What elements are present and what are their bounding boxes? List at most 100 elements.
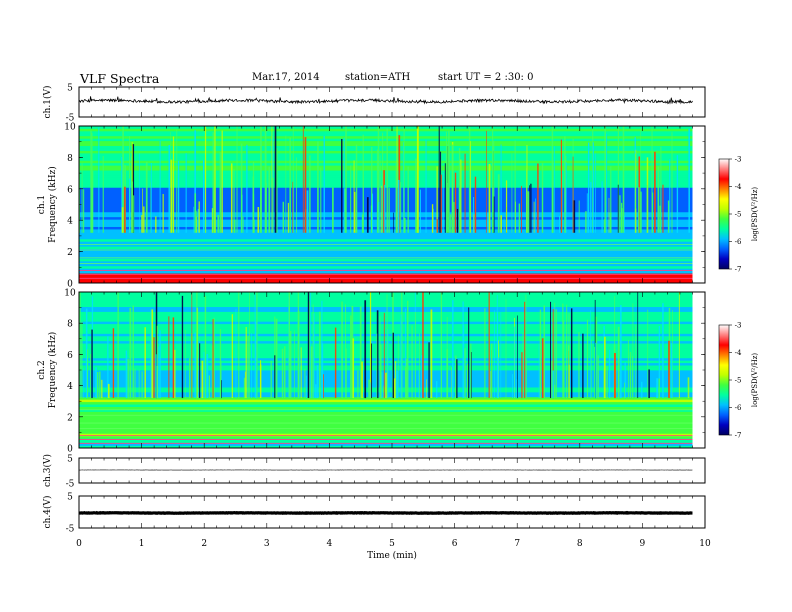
spectrogram-band <box>79 362 693 366</box>
spectrogram-band <box>79 326 693 329</box>
spectrogram-band <box>79 219 693 223</box>
x-tick-label: 4 <box>327 539 333 549</box>
spectrogram-band <box>79 199 693 203</box>
spectrogram-band <box>79 143 693 147</box>
spectrogram-band <box>79 357 693 361</box>
spectrogram-band <box>79 162 693 166</box>
spectrogram-band <box>79 343 693 347</box>
spectrogram-band <box>79 304 693 308</box>
spectrogram-band <box>79 345 693 349</box>
spectrogram-band <box>79 370 693 373</box>
spectrogram-band <box>79 278 693 281</box>
y-tick-label: 5 <box>67 84 73 94</box>
spectrogram-band <box>79 233 693 237</box>
spectrogram-band <box>79 177 693 181</box>
panel-frame <box>78 457 706 484</box>
spectrogram-band <box>79 423 693 427</box>
x-tick-label: 1 <box>139 539 145 549</box>
spectrogram-band <box>79 192 693 196</box>
x-tick-label: 10 <box>699 539 711 549</box>
spectrogram-band <box>79 321 693 325</box>
spectrogram-band <box>79 323 693 327</box>
spectrogram-band <box>79 350 693 354</box>
spectrogram-band <box>79 182 693 186</box>
spectrogram-band <box>79 352 693 356</box>
y-axis-label: ch.3(V) <box>42 454 53 487</box>
x-axis: 0 1 2 3 4 5 6 7 8 9 10 Time (min) <box>76 539 711 561</box>
y-tick-label: 4 <box>67 217 73 227</box>
panel-frame <box>78 291 706 449</box>
spectrogram-band <box>79 187 693 191</box>
spectrogram-band <box>79 184 693 188</box>
y-tick-label: 5 <box>67 493 73 503</box>
spectrogram-band <box>79 396 693 400</box>
spectrogram-band <box>79 165 693 169</box>
colorbar-tick-label: -5 <box>735 211 742 219</box>
spectrogram-band <box>79 145 693 149</box>
spectrogram-band <box>79 204 693 208</box>
y-tick-label: 4 <box>67 382 73 392</box>
spectrogram-band <box>79 328 693 332</box>
spectrogram-band <box>79 236 693 240</box>
waveform-line <box>78 510 693 515</box>
spectrogram-band <box>79 428 693 432</box>
spectrogram-band <box>79 355 693 359</box>
spectrogram-band <box>79 179 693 183</box>
y-tick-label: 6 <box>67 351 73 361</box>
spectrogram-band <box>79 426 693 429</box>
spectrogram-band <box>79 224 693 227</box>
x-tick-label: 7 <box>514 539 520 549</box>
spectrogram-band <box>79 309 693 312</box>
spectrogram-band <box>79 318 693 322</box>
ch3-waveform: 5 -5 ch.3(V) <box>42 454 706 490</box>
spectrogram-band <box>79 313 693 317</box>
spectrogram-band <box>79 231 693 235</box>
y-tick-label: 5 <box>67 455 73 465</box>
spectrogram-band <box>79 430 693 434</box>
spectrogram-band <box>79 126 693 129</box>
waveform-line <box>78 96 693 105</box>
spectrogram-band <box>79 148 693 151</box>
spectrogram-band <box>79 445 693 449</box>
spectrogram-band <box>79 280 693 284</box>
spectrogram-band <box>79 128 693 132</box>
spectrogram-band <box>79 331 693 334</box>
spectrogram-band <box>79 406 693 410</box>
colorbar-tick-label: -6 <box>735 238 742 246</box>
y-tick-label: 8 <box>67 320 73 330</box>
x-tick-label: 8 <box>577 539 583 549</box>
date-label: Mar.17, 2014 <box>252 72 320 83</box>
spectrogram-band <box>79 135 693 139</box>
y-tick-label: -5 <box>66 480 75 490</box>
y-tick-label: 8 <box>67 154 73 164</box>
colorbar-label: log(PSD(V²/Hz) <box>751 187 759 242</box>
spectrogram-band <box>79 306 693 310</box>
spectrogram-band <box>79 443 693 446</box>
y-axis-label: Frequency (kHz) <box>47 166 58 243</box>
spectrogram-band <box>79 172 693 176</box>
spectrogram-band <box>79 399 693 403</box>
colorbar <box>718 324 730 436</box>
spectrogram-band <box>79 133 693 137</box>
spectrogram-band <box>79 206 693 210</box>
y-tick-label: -5 <box>66 114 75 124</box>
colorbar-tick-label: -4 <box>735 349 742 357</box>
x-tick-label: 3 <box>264 539 270 549</box>
spectrogram-band <box>79 360 693 364</box>
spectrogram-band <box>79 175 693 178</box>
spectrogram-band <box>79 367 693 371</box>
start-time-label: start UT = 2 :30: 0 <box>438 72 534 83</box>
panel-frame <box>78 495 706 529</box>
spectrogram-band <box>79 270 693 274</box>
spectrogram-band <box>79 292 693 295</box>
spectrogram-band <box>79 160 693 164</box>
y-tick-label: 2 <box>67 248 73 258</box>
spectrogram-band <box>79 265 693 269</box>
y-tick-label: 2 <box>67 413 73 423</box>
spectrogram-band <box>79 421 693 425</box>
x-tick-label: 0 <box>76 539 82 549</box>
x-axis-label: Time (min) <box>367 550 417 561</box>
spectrogram-band <box>79 130 693 134</box>
chart-title: VLF Spectra <box>80 71 160 86</box>
y-tick-label: 10 <box>64 289 76 299</box>
